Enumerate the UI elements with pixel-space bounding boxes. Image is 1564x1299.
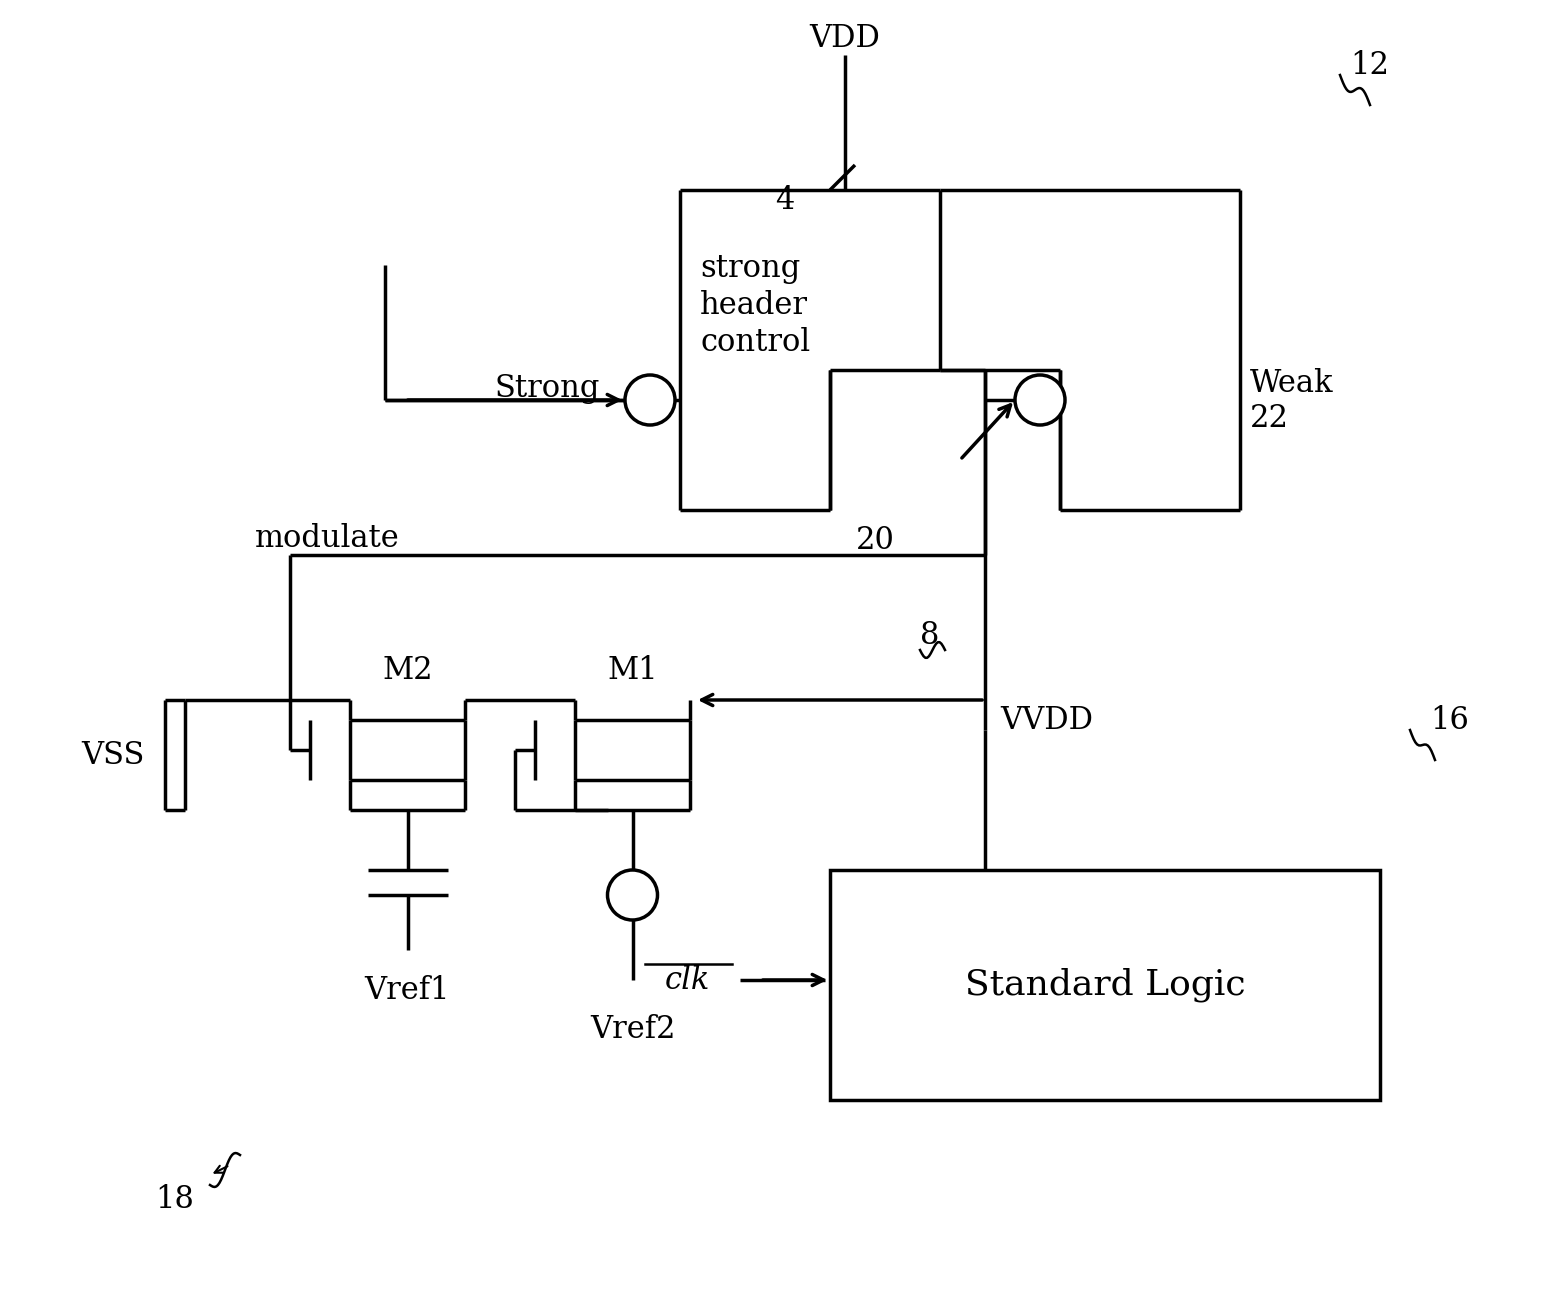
Text: VDD: VDD	[810, 22, 881, 53]
Text: clk: clk	[665, 964, 710, 995]
Text: strong: strong	[701, 252, 801, 283]
Bar	[830, 870, 1379, 1100]
Text: Standard Logic: Standard Logic	[965, 968, 1245, 1003]
Text: Strong: Strong	[494, 373, 601, 404]
Text: 4: 4	[776, 184, 795, 216]
Text: Vref2: Vref2	[590, 1015, 676, 1046]
Circle shape	[607, 870, 657, 920]
Circle shape	[1015, 375, 1065, 425]
Circle shape	[626, 375, 676, 425]
Text: 20: 20	[856, 525, 895, 556]
Text: 12: 12	[1350, 49, 1389, 81]
Text: M2: M2	[382, 655, 433, 686]
Text: 8: 8	[920, 620, 940, 651]
Text: header: header	[701, 290, 809, 321]
Text: 22: 22	[1250, 403, 1289, 434]
Text: modulate: modulate	[255, 522, 400, 553]
Text: VSS: VSS	[81, 739, 145, 770]
Text: M1: M1	[607, 655, 658, 686]
Text: control: control	[701, 326, 810, 357]
Text: 16: 16	[1431, 704, 1470, 735]
Text: Weak: Weak	[1250, 368, 1334, 399]
Text: 18: 18	[155, 1185, 194, 1216]
Text: Vref1: Vref1	[364, 974, 450, 1005]
Text: VVDD: VVDD	[999, 704, 1093, 735]
